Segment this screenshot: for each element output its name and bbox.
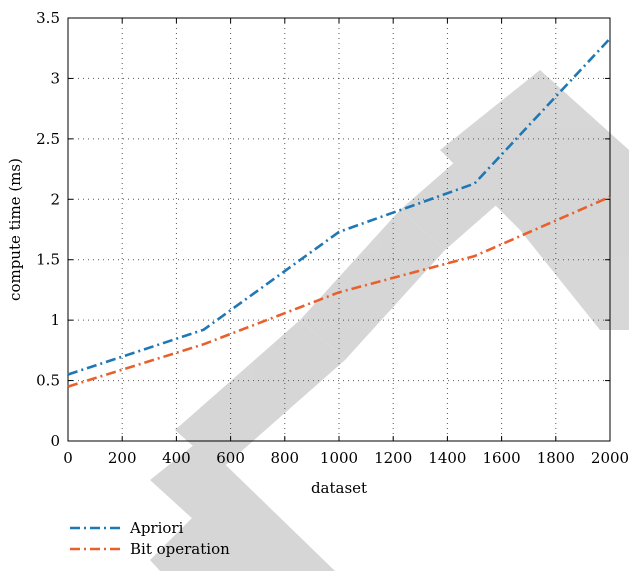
y-tick-label: 1.5 <box>36 251 60 269</box>
y-tick-label: 0.5 <box>36 372 60 390</box>
x-tick-label: 800 <box>270 449 299 467</box>
x-tick-label: 1200 <box>374 449 412 467</box>
y-tick-label: 3 <box>50 69 60 87</box>
x-tick-label: 600 <box>216 449 245 467</box>
y-tick-label: 1 <box>50 311 60 329</box>
watermark-shape <box>440 70 629 330</box>
y-tick-label: 2.5 <box>36 130 60 148</box>
legend: Apriori Bit operation <box>70 519 230 558</box>
x-tick-label: 200 <box>108 449 137 467</box>
grid <box>68 18 610 441</box>
legend-label-apriori: Apriori <box>129 519 184 537</box>
y-tick-label: 2 <box>50 190 60 208</box>
axis-ticks: 0 200 400 600 800 1000 1200 1400 1600 1800 2000 0 0.… <box>36 9 629 467</box>
x-tick-label: 1000 <box>320 449 358 467</box>
x-tick-label: 1600 <box>483 449 521 467</box>
series-lines <box>67 37 611 388</box>
x-tick-label: 0 <box>63 449 73 467</box>
watermark-shape <box>300 210 445 360</box>
x-axis-title: dataset <box>311 479 367 497</box>
series-line-apriori <box>67 37 611 376</box>
y-tick-label: 0 <box>50 432 60 450</box>
watermark-shape <box>150 500 260 571</box>
x-tick-label: 1400 <box>428 449 466 467</box>
legend-label-bit-operation: Bit operation <box>130 540 230 558</box>
x-tick-label: 1800 <box>537 449 575 467</box>
watermark <box>150 70 629 571</box>
y-axis-title: compute time (ms) <box>6 158 24 301</box>
x-tick-label: 2000 <box>591 449 629 467</box>
y-tick-label: 3.5 <box>36 9 60 27</box>
watermark-shape <box>175 320 345 470</box>
series-line-bit-operation <box>67 195 611 388</box>
watermark-shape <box>150 440 335 571</box>
x-tick-label: 400 <box>162 449 191 467</box>
